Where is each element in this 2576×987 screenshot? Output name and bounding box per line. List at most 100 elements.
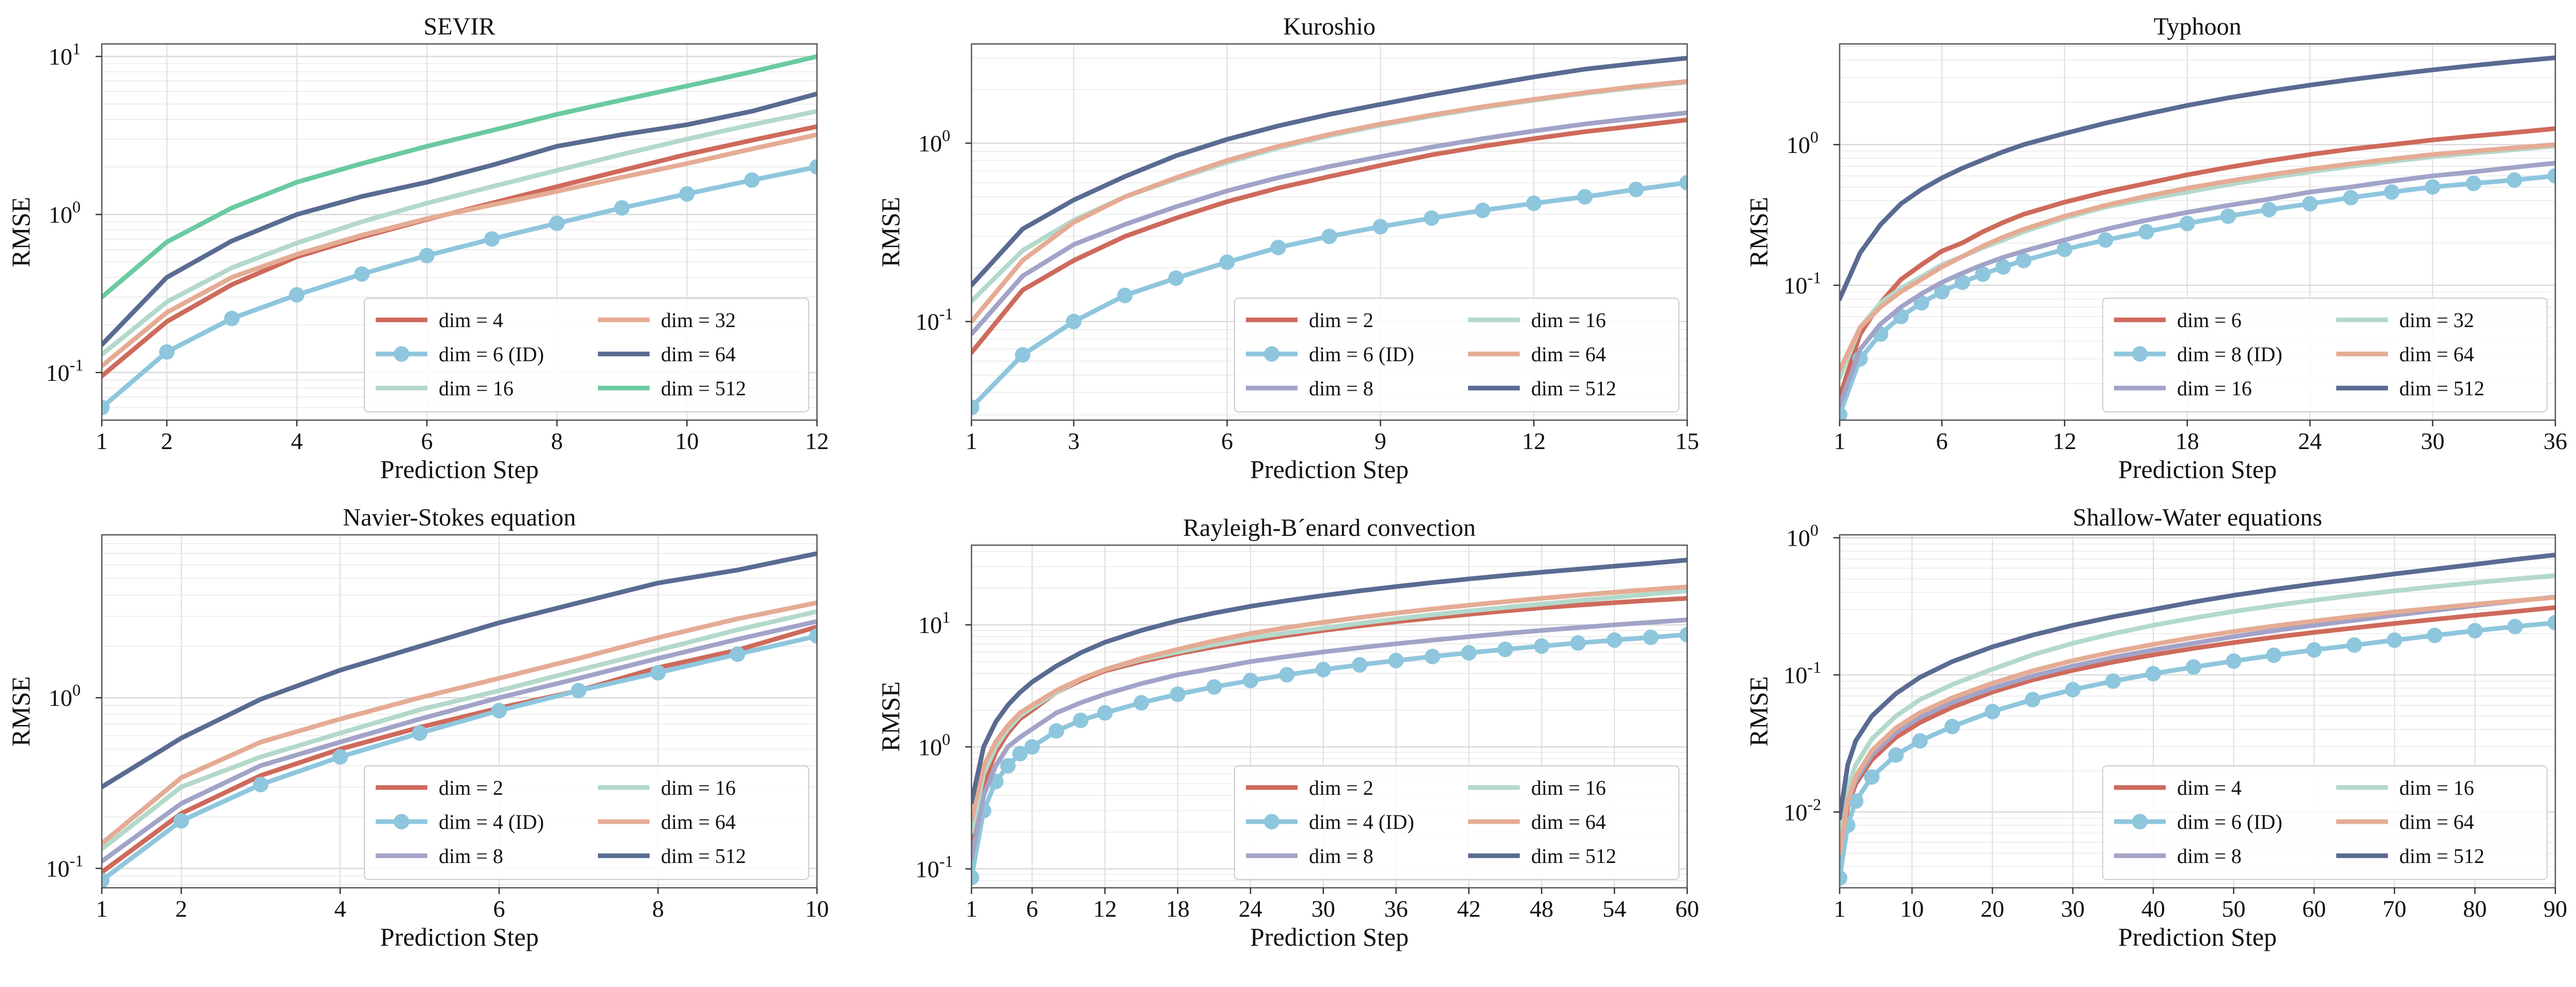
x-axis-label: Prediction Step (2118, 455, 2277, 484)
legend-marker (1264, 814, 1279, 829)
y-tick-label: 10-1 (916, 852, 953, 882)
legend-item-dim-8: dim = 8 (1246, 844, 1374, 868)
data-point-dim-8-id (2343, 190, 2359, 206)
data-point-dim-4-id (1388, 653, 1404, 669)
series-line-dim-64 (971, 584, 1687, 823)
legend-item-dim-8: dim = 8 (2114, 844, 2242, 868)
data-point-dim-6-id (2025, 691, 2041, 707)
data-point-dim-6-id (2507, 619, 2523, 635)
panel-title: Rayleigh-B´enard convection (1183, 514, 1475, 542)
x-tick-label: 4 (334, 896, 346, 922)
data-point-dim-6-id (1888, 747, 1904, 763)
series-line-dim-64 (971, 79, 1687, 324)
legend-label: dim = 512 (1531, 844, 1616, 868)
series-line-dim-16 (1840, 573, 2555, 845)
series-line-dim-512 (971, 55, 1687, 288)
data-point-dim-6-id (2145, 666, 2161, 682)
legend-item-dim-4-id: dim = 4 (ID) (376, 810, 544, 834)
x-tick-label: 36 (1384, 896, 1408, 922)
data-point-dim-8-id (2465, 175, 2481, 191)
series-line-dim-512 (971, 558, 1687, 805)
data-point-dim-4-id (1097, 705, 1113, 721)
series-group (971, 55, 1687, 415)
data-point-dim-6-id (1219, 254, 1235, 270)
legend-label: dim = 2 (1309, 776, 1374, 799)
legend-item-dim-16: dim = 16 (2336, 776, 2474, 799)
legend-item-dim-8: dim = 8 (1246, 377, 1374, 400)
legend-item-dim-8-id: dim = 8 (ID) (2114, 343, 2282, 366)
x-axis-label: Prediction Step (1250, 922, 1409, 951)
x-tick-label: 40 (2141, 896, 2165, 922)
data-point-dim-4-id (412, 725, 428, 741)
series-line-dim-4 (1840, 605, 2555, 869)
data-point-dim-6-id (1372, 219, 1389, 235)
data-point-dim-6-id (549, 215, 565, 232)
legend-label: dim = 2 (1309, 309, 1374, 332)
data-point-dim-6-id (224, 311, 240, 327)
data-point-dim-4-id (1315, 661, 1331, 677)
legend-item-dim-32: dim = 32 (2336, 309, 2474, 332)
legend-item-dim-64: dim = 64 (2336, 343, 2474, 366)
data-point-dim-6-id (1526, 195, 1542, 211)
x-tick-label: 2 (175, 896, 187, 922)
x-tick-label: 48 (1530, 896, 1553, 922)
data-point-dim-8-id (2179, 215, 2195, 232)
series-line-dim-512 (1840, 552, 2555, 821)
panel-title: Shallow-Water equations (2073, 504, 2322, 531)
legend-item-dim-16: dim = 16 (1468, 309, 1606, 332)
panel-navier-stokes-equation: 1 2 4 6 8 10 10-1 100 Navier-Stokes equation Pred… (6, 504, 829, 951)
y-axis-label: RMSE (6, 197, 35, 267)
series-line-dim-8 (102, 619, 817, 864)
x-tick-label: 8 (551, 428, 563, 454)
legend-item-dim-32: dim = 32 (598, 309, 736, 332)
data-point-dim-4-id (1206, 679, 1222, 695)
data-point-dim-6-id (2346, 637, 2362, 653)
data-point-dim-6-id (1679, 175, 1687, 191)
legend-label: dim = 8 (439, 844, 503, 868)
data-point-dim-4-id (971, 870, 979, 886)
x-tick-label: 24 (2298, 428, 2322, 454)
series-group (1840, 552, 2555, 886)
series-group (971, 558, 1687, 886)
y-tick-label: 100 (1786, 128, 1818, 158)
legend-item-dim-16: dim = 16 (598, 776, 736, 799)
data-point-dim-8-id (2425, 179, 2441, 195)
legend-label: dim = 8 (ID) (2177, 343, 2282, 366)
x-tick-label: 30 (2061, 896, 2085, 922)
legend-label: dim = 16 (2177, 377, 2252, 400)
data-point-dim-4-id (1497, 641, 1513, 657)
legend-label: dim = 16 (2399, 776, 2474, 799)
x-axis-label: Prediction Step (1250, 455, 1409, 484)
legend: dim = 6 dim = 8 (ID) dim = 16 dim = 32 dim =… (2102, 298, 2548, 412)
data-point-dim-6-id (2427, 627, 2443, 643)
plot-frame (1839, 534, 2556, 889)
legend: dim = 2 dim = 4 (ID) dim = 8 dim = 16 dim = … (364, 765, 809, 880)
data-point-dim-6-id (159, 344, 175, 360)
data-point-dim-6-id (1066, 314, 1082, 330)
series-line-dim-512 (102, 54, 817, 300)
y-tick-label: 100 (1786, 521, 1818, 551)
series-line-dim-32 (102, 132, 817, 368)
data-point-dim-6-id (2306, 642, 2322, 658)
data-point-dim-4-id (650, 665, 666, 681)
legend-label: dim = 64 (1531, 343, 1606, 366)
legend-label: dim = 64 (661, 343, 736, 366)
x-tick-label: 70 (2383, 896, 2407, 922)
x-tick-label: 6 (1221, 428, 1233, 454)
panel-title: Kuroshio (1283, 13, 1376, 40)
x-tick-label: 4 (291, 428, 303, 454)
legend-box (2102, 298, 2548, 412)
legend: dim = 2 dim = 6 (ID) dim = 8 dim = 16 dim = … (1234, 298, 1679, 412)
legend-label: dim = 512 (661, 377, 746, 400)
legend-label: dim = 6 (ID) (439, 343, 544, 366)
data-point-dim-4-id (173, 813, 189, 829)
legend-label: dim = 4 (2177, 776, 2242, 799)
data-point-dim-6-id (2185, 659, 2201, 675)
legend-item-dim-64: dim = 64 (2336, 810, 2474, 834)
legend-label: dim = 512 (661, 844, 746, 868)
x-axis-label: Prediction Step (2118, 922, 2277, 951)
plot-frame (101, 43, 818, 421)
series-line-dim-16 (102, 109, 817, 357)
data-point-dim-6-id (1944, 718, 1960, 734)
